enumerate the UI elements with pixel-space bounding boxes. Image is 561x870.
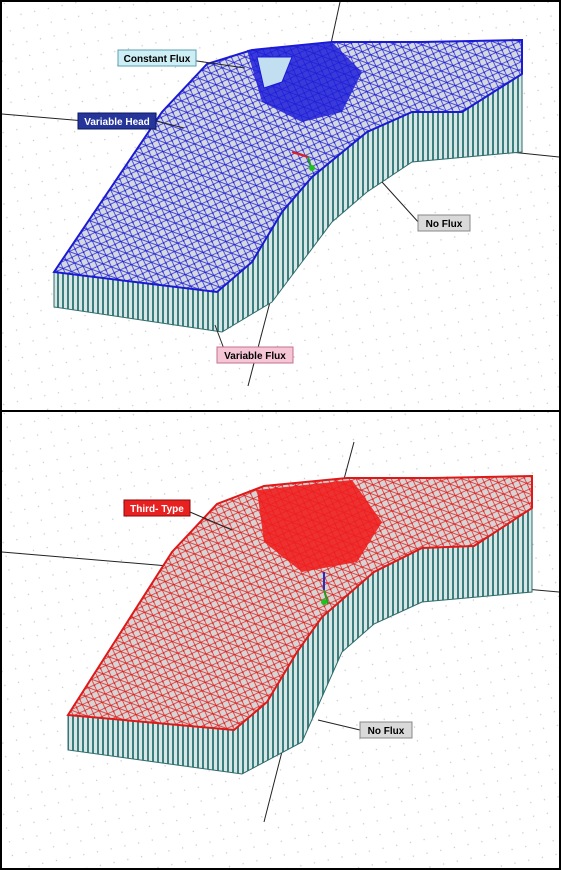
label-no-flux-top: No Flux [417,214,471,232]
label-third-type-text: Third- Type [130,504,184,515]
label-variable-head-text: Variable Head [84,117,150,128]
bottom-mesh-view: Third- Type No Flux [2,412,559,868]
axis-gizmo-origin [321,599,327,605]
leader-no-flux-top [381,181,421,225]
leader-variable-flux [214,324,225,350]
dense-node-region [257,480,382,572]
label-no-flux-bottom: No Flux [359,721,413,739]
label-variable-flux: Variable Flux [216,346,294,364]
bottom-panel: Third- Type No Flux [2,412,559,868]
leader-variable-head [151,119,185,129]
panel-divider [2,410,559,412]
axis-gizmo-y [323,589,329,605]
mesh-top-surface [66,474,533,732]
axis-line-bottom [247,301,271,387]
leader-constant-flux [189,59,246,69]
leader-no-flux-bottom [317,719,361,731]
leader-third-type [189,511,233,531]
top-panel: Constant Flux Variable Head No Flux Vari… [2,2,559,410]
label-no-flux-top-text: No Flux [426,219,463,230]
label-no-flux-bottom-text: No Flux [368,726,405,737]
axis-line-left [2,551,193,569]
axis-gizmo-origin [309,165,315,171]
label-constant-flux-text: Constant Flux [124,54,191,65]
label-variable-head: Variable Head [77,112,157,130]
axis-gizmo-x [291,151,309,158]
top-mesh-view: Constant Flux Variable Head No Flux Vari… [2,2,559,410]
label-variable-flux-text: Variable Flux [224,351,286,362]
constant-flux-area [256,56,293,89]
mesh-top-surface [52,38,523,294]
label-third-type: Third- Type [123,499,191,517]
label-constant-flux: Constant Flux [117,49,197,67]
